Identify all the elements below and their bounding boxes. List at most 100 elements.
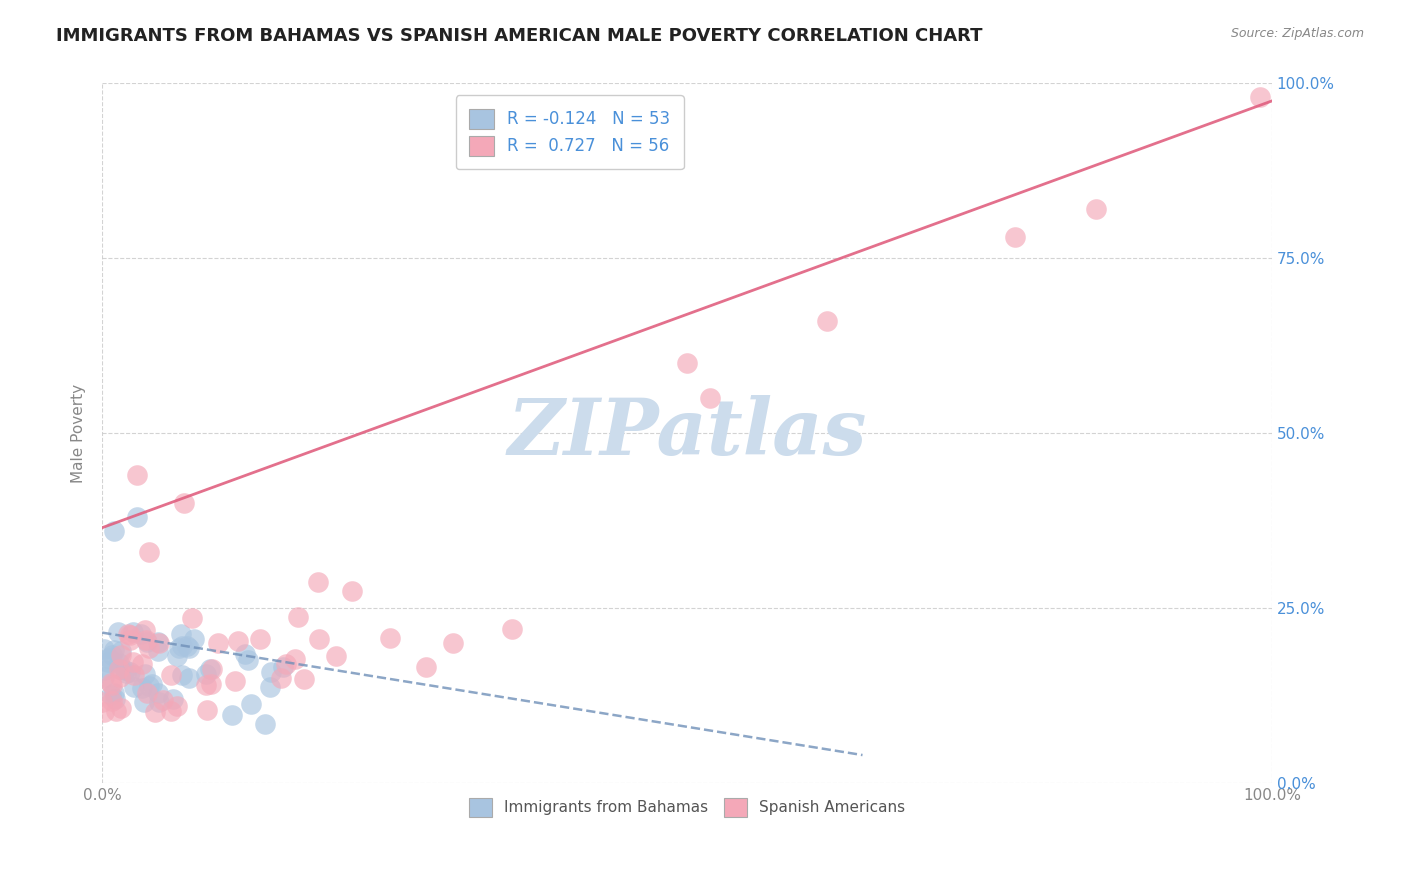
- Point: [97, 656, 120, 670]
- Point: [183, 632, 205, 646]
- Point: [259, 680, 281, 694]
- Point: [167, 640, 190, 655]
- Point: [141, 677, 163, 691]
- Point: [114, 663, 136, 677]
- Point: [148, 635, 170, 649]
- Point: [308, 632, 330, 647]
- Point: [134, 667, 156, 681]
- Point: [276, 657, 298, 671]
- Point: [195, 677, 218, 691]
- Point: [135, 635, 157, 649]
- Point: [162, 692, 184, 706]
- Point: [271, 660, 294, 674]
- Point: [143, 705, 166, 719]
- Point: [146, 686, 169, 700]
- Point: [101, 678, 124, 692]
- Point: [138, 545, 160, 559]
- Point: [177, 640, 200, 655]
- Point: [132, 695, 155, 709]
- Point: [172, 639, 194, 653]
- Point: [699, 391, 721, 405]
- Text: Source: ZipAtlas.com: Source: ZipAtlas.com: [1230, 27, 1364, 40]
- Text: ZIPatlas: ZIPatlas: [508, 395, 866, 472]
- Point: [249, 632, 271, 647]
- Point: [146, 644, 169, 658]
- Point: [415, 660, 437, 674]
- Point: [134, 623, 156, 637]
- Point: [166, 698, 188, 713]
- Point: [122, 625, 145, 640]
- Point: [110, 700, 132, 714]
- Point: [103, 643, 125, 657]
- Point: [1249, 90, 1271, 104]
- Point: [110, 662, 132, 676]
- Point: [173, 496, 195, 510]
- Point: [221, 707, 243, 722]
- Point: [120, 628, 142, 642]
- Point: [103, 685, 125, 699]
- Point: [93, 671, 115, 685]
- Point: [101, 648, 124, 662]
- Point: [342, 584, 364, 599]
- Point: [93, 706, 115, 720]
- Point: [226, 633, 249, 648]
- Point: [127, 510, 149, 524]
- Point: [122, 667, 145, 681]
- Point: [441, 636, 464, 650]
- Point: [127, 468, 149, 483]
- Point: [159, 668, 181, 682]
- Point: [131, 626, 153, 640]
- Point: [120, 633, 142, 648]
- Point: [325, 649, 347, 664]
- Point: [676, 356, 699, 370]
- Point: [1085, 202, 1108, 217]
- Point: [166, 649, 188, 664]
- Point: [148, 636, 170, 650]
- Point: [120, 665, 142, 680]
- Point: [159, 704, 181, 718]
- Point: [195, 703, 218, 717]
- Point: [815, 314, 838, 328]
- Point: [270, 671, 292, 685]
- Point: [260, 665, 283, 679]
- Point: [100, 689, 122, 703]
- Point: [176, 639, 198, 653]
- Point: [100, 675, 122, 690]
- Point: [97, 650, 120, 665]
- Point: [180, 610, 202, 624]
- Point: [117, 627, 139, 641]
- Point: [103, 524, 125, 538]
- Point: [131, 681, 153, 695]
- Point: [378, 632, 401, 646]
- Point: [122, 680, 145, 694]
- Point: [292, 672, 315, 686]
- Point: [1004, 230, 1026, 244]
- Point: [307, 574, 329, 589]
- Point: [115, 666, 138, 681]
- Point: [108, 656, 131, 670]
- Point: [148, 695, 170, 709]
- Point: [240, 697, 263, 711]
- Point: [136, 686, 159, 700]
- Point: [138, 679, 160, 693]
- Point: [224, 674, 246, 689]
- Point: [172, 668, 194, 682]
- Point: [152, 693, 174, 707]
- Point: [108, 662, 131, 676]
- Point: [93, 663, 115, 677]
- Point: [110, 644, 132, 658]
- Point: [138, 641, 160, 656]
- Point: [110, 648, 132, 662]
- Point: [198, 662, 221, 676]
- Point: [108, 670, 131, 684]
- Point: [179, 671, 201, 685]
- Point: [287, 609, 309, 624]
- Text: IMMIGRANTS FROM BAHAMAS VS SPANISH AMERICAN MALE POVERTY CORRELATION CHART: IMMIGRANTS FROM BAHAMAS VS SPANISH AMERI…: [56, 27, 983, 45]
- Point: [93, 642, 115, 657]
- Point: [122, 655, 145, 669]
- Point: [135, 632, 157, 647]
- Legend: Immigrants from Bahamas, Spanish Americans: Immigrants from Bahamas, Spanish America…: [461, 790, 912, 824]
- Point: [207, 635, 229, 649]
- Point: [105, 704, 128, 718]
- Point: [201, 662, 224, 676]
